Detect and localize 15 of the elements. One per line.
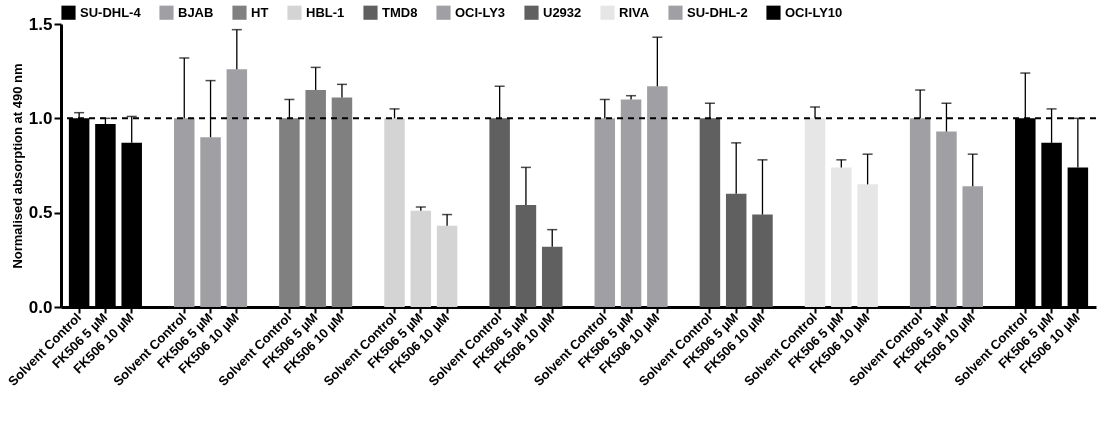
y-axis-title: Normalised absorption at 490 nm	[9, 63, 25, 269]
y-tick-label: 0.5	[28, 203, 53, 223]
legend-label: SU-DHL-2	[687, 4, 748, 20]
legend-label: BJAB	[178, 4, 214, 20]
legend-label: U2932	[543, 4, 582, 20]
y-tick-label: 0.0	[28, 297, 53, 317]
legend-label: HT	[251, 4, 269, 20]
y-tick-label: 1.0	[28, 108, 53, 128]
legend-label: OCI-LY10	[785, 4, 843, 20]
legend-label: TMD8	[382, 4, 418, 20]
legend-label: HBL-1	[306, 4, 345, 20]
y-tick-label: 1.5	[28, 14, 53, 34]
legend-label: RIVA	[619, 4, 650, 20]
legend-label: OCI-LY3	[455, 4, 506, 20]
legend-label: SU-DHL-4	[80, 4, 142, 20]
